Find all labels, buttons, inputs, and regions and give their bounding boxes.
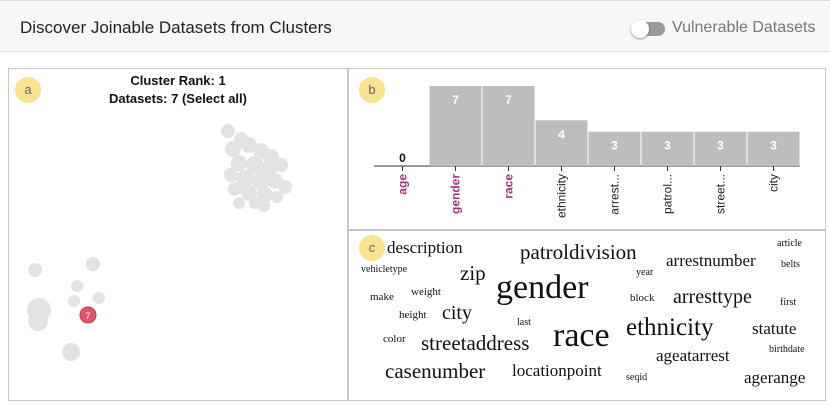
word-arrestnumber[interactable]: arrestnumber xyxy=(666,251,756,270)
x-tick-label-patrol[interactable]: patrol... xyxy=(661,174,675,214)
x-tick-label-age[interactable]: age xyxy=(396,174,410,195)
bar-value-label: 4 xyxy=(558,127,565,141)
bar-arrest[interactable] xyxy=(588,131,641,166)
cluster-point[interactable] xyxy=(258,200,270,212)
word-zip[interactable]: zip xyxy=(460,261,486,285)
cluster-point[interactable] xyxy=(236,170,254,188)
word-seqid[interactable]: seqid xyxy=(626,372,648,383)
word-birthdate[interactable]: birthdate xyxy=(769,344,805,355)
x-tick-label-arrest[interactable]: arrest... xyxy=(608,174,622,215)
cluster-point[interactable] xyxy=(233,197,245,209)
panel-b-badge: b xyxy=(359,77,385,103)
word-last[interactable]: last xyxy=(517,317,531,328)
word-race[interactable]: race xyxy=(553,317,610,354)
vulnerable-datasets-label: Vulnerable Datasets xyxy=(672,19,816,36)
cluster-point[interactable] xyxy=(68,295,80,307)
word-color[interactable]: color xyxy=(383,333,406,345)
word-arresttype[interactable]: arresttype xyxy=(673,286,752,308)
word-patroldivision[interactable]: patroldivision xyxy=(520,240,637,264)
cluster-point[interactable] xyxy=(221,124,235,138)
word-belts[interactable]: belts xyxy=(781,259,800,270)
cluster-point[interactable] xyxy=(86,257,100,271)
cluster-rank: Cluster Rank: 1 xyxy=(130,73,226,88)
word-year[interactable]: year xyxy=(636,267,654,278)
word-block[interactable]: block xyxy=(630,292,655,304)
cluster-point[interactable] xyxy=(241,185,257,201)
cluster-point[interactable] xyxy=(62,343,80,361)
word-make[interactable]: make xyxy=(370,291,394,303)
bottom-left-cluster[interactable] xyxy=(27,257,105,361)
header: Discover Joinable Datasets from Clusters… xyxy=(0,0,830,52)
word-casenumber[interactable]: casenumber xyxy=(385,359,486,383)
attribute-bar-chart: 0 age 7 gender 7 race 4 ethnicity 3 arrest... 3 pat… xyxy=(374,86,800,218)
word-statute[interactable]: statute xyxy=(752,319,797,338)
bar-value-label: 7 xyxy=(505,93,512,107)
bar-value-label: 3 xyxy=(611,139,618,153)
bar-ethnicity[interactable] xyxy=(535,120,588,166)
toggle-knob[interactable] xyxy=(631,20,649,38)
select-all-datasets[interactable]: Datasets: 7 (Select all) xyxy=(108,91,247,106)
cluster-point[interactable] xyxy=(257,187,273,203)
word-locationpoint[interactable]: locationpoint xyxy=(512,361,602,380)
cluster-point[interactable] xyxy=(274,158,288,172)
word-vehicletype[interactable]: vehicletype xyxy=(361,264,408,275)
cluster-point[interactable] xyxy=(228,182,242,196)
top-right-cluster[interactable] xyxy=(221,124,292,212)
word-weight[interactable]: weight xyxy=(411,286,441,298)
word-ageatarrest[interactable]: ageatarrest xyxy=(656,346,730,365)
cluster-point[interactable] xyxy=(271,191,283,203)
page-title: Discover Joinable Datasets from Clusters xyxy=(20,18,332,37)
cluster-point[interactable] xyxy=(71,280,83,292)
word-ethnicity[interactable]: ethnicity xyxy=(626,314,714,341)
panel-c-badge: c xyxy=(359,235,385,261)
cluster-scatter[interactable]: 7 xyxy=(9,69,348,401)
x-tick-label-gender[interactable]: gender xyxy=(449,174,463,214)
bar-value-label: 3 xyxy=(770,139,777,153)
selected-point-label: 7 xyxy=(85,311,90,321)
cluster-point[interactable] xyxy=(241,137,257,153)
cluster-point[interactable] xyxy=(224,168,238,182)
cluster-point[interactable] xyxy=(28,311,48,331)
bar-city[interactable] xyxy=(747,131,800,166)
x-tick-label-ethnicity[interactable]: ethnicity xyxy=(555,174,569,218)
x-tick-label-street[interactable]: street... xyxy=(714,174,728,214)
bar-value-label: 3 xyxy=(664,139,671,153)
x-tick-label-city[interactable]: city xyxy=(767,174,781,192)
word-first[interactable]: first xyxy=(780,297,797,308)
cluster-point[interactable] xyxy=(278,180,292,194)
bar-race[interactable] xyxy=(482,86,535,166)
bar-patrol[interactable] xyxy=(641,131,694,166)
cluster-point[interactable] xyxy=(263,149,279,165)
cluster-point[interactable] xyxy=(225,141,241,157)
bar-value-label: 0 xyxy=(399,151,406,165)
cluster-panel: a Cluster Rank: 1 Datasets: 7 (Select al… xyxy=(8,68,348,401)
bar-street[interactable] xyxy=(694,131,747,166)
bar-gender[interactable] xyxy=(429,86,482,166)
word-description[interactable]: description xyxy=(387,238,463,257)
panel-a-badge: a xyxy=(15,77,41,103)
word-gender[interactable]: gender xyxy=(496,269,589,306)
bar-value-label: 3 xyxy=(717,139,724,153)
cluster-point[interactable] xyxy=(246,156,264,174)
word-streetaddress[interactable]: streetaddress xyxy=(421,331,530,355)
vulnerable-datasets-toggle[interactable] xyxy=(631,20,665,38)
cluster-point[interactable] xyxy=(252,172,270,190)
cluster-point[interactable] xyxy=(93,292,105,304)
selected-dataset-point[interactable]: 7 xyxy=(79,306,97,324)
word-height[interactable]: height xyxy=(399,309,427,321)
word-city[interactable]: city xyxy=(442,302,472,324)
word-cloud-panel: c description patroldivision article veh… xyxy=(348,230,826,401)
cluster-point[interactable] xyxy=(28,263,42,277)
word-agerange[interactable]: agerange xyxy=(744,368,806,387)
cluster-point[interactable] xyxy=(231,155,247,171)
bar-value-label: 7 xyxy=(452,93,459,107)
x-tick-label-race[interactable]: race xyxy=(502,174,516,199)
word-article[interactable]: article xyxy=(777,238,802,249)
attribute-bar-chart-panel: b 0 age 7 gender 7 race 4 ethnicity 3 arrest... 3 p… xyxy=(348,68,826,230)
